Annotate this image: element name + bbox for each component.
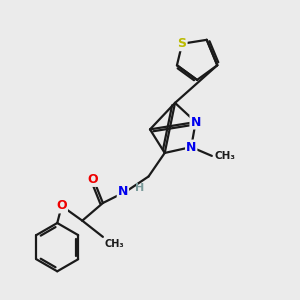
Text: N: N xyxy=(190,116,201,128)
Text: N: N xyxy=(118,185,128,198)
Text: O: O xyxy=(87,173,98,186)
Text: S: S xyxy=(178,37,187,50)
Text: N: N xyxy=(186,141,196,154)
Text: CH₃: CH₃ xyxy=(104,239,124,249)
Text: O: O xyxy=(56,200,67,212)
Text: H: H xyxy=(135,183,144,193)
Text: CH₃: CH₃ xyxy=(214,151,235,161)
